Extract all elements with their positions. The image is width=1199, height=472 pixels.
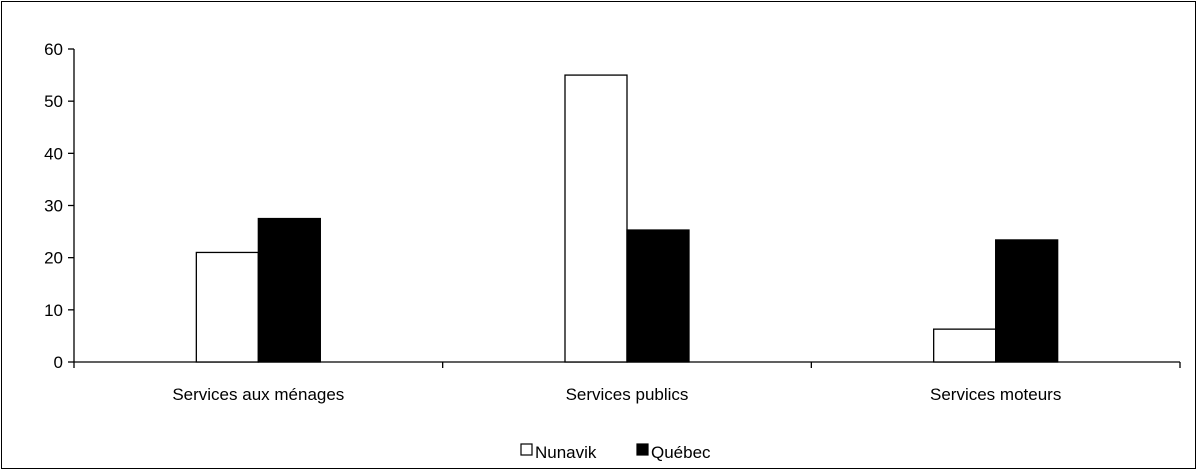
x-category-label: Services moteurs: [930, 385, 1061, 404]
bar-qu-bec-1: [257, 217, 321, 363]
y-tick-label: 20: [44, 249, 63, 268]
legend-swatch-quebec: [636, 443, 649, 456]
legend-label-nunavik: Nunavik: [535, 443, 597, 462]
bar-nunavik-1: [195, 251, 259, 363]
x-category-label: Services aux ménages: [172, 385, 344, 404]
y-axis: 0 10 20 30 40 50 60: [44, 40, 75, 372]
y-tick-label: 0: [54, 353, 63, 372]
bar-nunavik-2: [564, 74, 628, 363]
y-tick-label: 60: [44, 40, 63, 59]
y-tick-label: 50: [44, 92, 63, 111]
bar-qu-bec-3: [995, 239, 1059, 363]
bar-nunavik-3: [933, 328, 997, 363]
bar-qu-bec-2: [626, 229, 690, 363]
legend-swatch-nunavik: [520, 443, 533, 456]
y-tick-label: 10: [44, 301, 63, 320]
x-axis: Services aux ménages Services publics Serv…: [73, 361, 1181, 404]
legend: Nunavik Québec: [520, 443, 711, 462]
bars: [195, 74, 1059, 363]
y-tick-label: 40: [44, 144, 63, 163]
y-tick-label: 30: [44, 197, 63, 216]
x-category-label: Services publics: [566, 385, 689, 404]
legend-label-quebec: Québec: [651, 443, 711, 462]
